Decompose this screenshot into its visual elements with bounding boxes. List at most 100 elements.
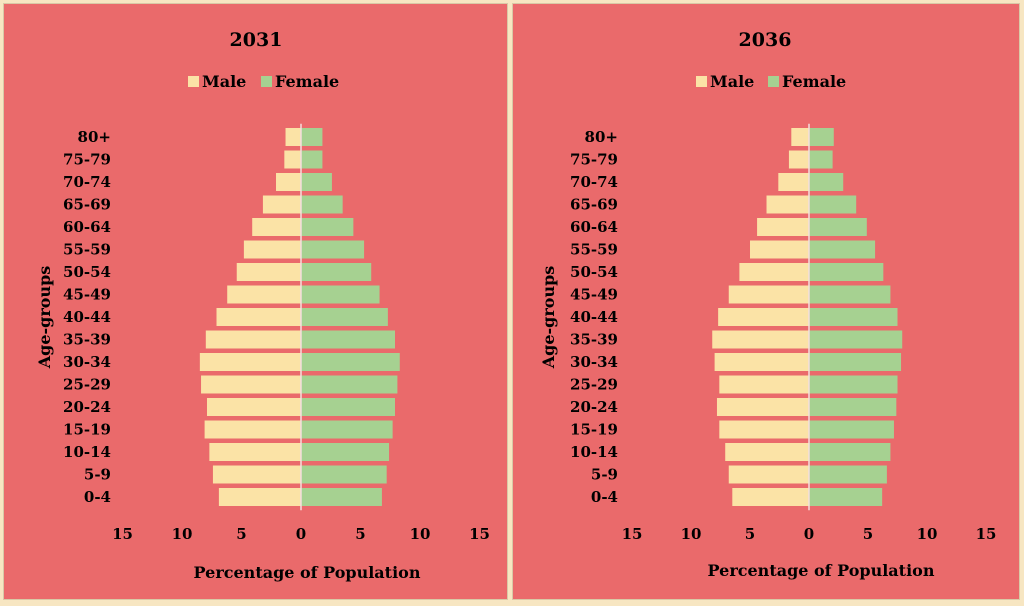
bar-female-0-4 bbox=[301, 488, 382, 506]
category-label: 50-54 bbox=[570, 263, 618, 281]
bar-male-25-29 bbox=[719, 375, 809, 394]
bar-female-10-14 bbox=[301, 443, 390, 461]
bar-male-60-64 bbox=[757, 218, 809, 236]
category-label: 0-4 bbox=[84, 488, 111, 506]
bar-female-50-54 bbox=[301, 263, 372, 281]
legend-swatch-male bbox=[188, 76, 199, 87]
bar-female-80+ bbox=[301, 128, 323, 146]
bar-male-65-69 bbox=[766, 195, 809, 214]
bar-female-15-19 bbox=[301, 420, 393, 439]
category-label: 55-59 bbox=[63, 241, 111, 259]
category-label: 10-14 bbox=[570, 443, 618, 461]
category-label: 55-59 bbox=[570, 241, 618, 259]
x-tick-label: 0 bbox=[804, 525, 814, 543]
bar-female-60-64 bbox=[301, 218, 354, 236]
bar-male-15-19 bbox=[204, 420, 301, 439]
category-label: 20-24 bbox=[63, 398, 111, 416]
category-label: 35-39 bbox=[570, 331, 618, 349]
bar-female-55-59 bbox=[809, 240, 876, 259]
x-tick-label: 5 bbox=[236, 525, 246, 543]
category-label: 5-9 bbox=[84, 466, 111, 484]
bar-female-0-4 bbox=[809, 488, 883, 506]
category-label: 20-24 bbox=[570, 398, 618, 416]
category-label: 35-39 bbox=[63, 331, 111, 349]
category-label: 45-49 bbox=[63, 286, 111, 304]
chart-title: 2036 bbox=[739, 29, 792, 51]
bar-male-20-24 bbox=[206, 398, 301, 416]
bar-male-35-39 bbox=[205, 330, 301, 349]
x-tick-label: 0 bbox=[296, 525, 306, 543]
category-label: 25-29 bbox=[63, 376, 111, 394]
bar-male-70-74 bbox=[778, 173, 809, 191]
x-tick-label: 15 bbox=[976, 525, 997, 543]
bar-male-20-24 bbox=[716, 398, 809, 416]
category-label: 70-74 bbox=[63, 173, 111, 191]
bar-female-5-9 bbox=[301, 465, 387, 484]
bar-male-5-9 bbox=[212, 465, 301, 484]
bar-female-60-64 bbox=[809, 218, 867, 236]
bar-male-45-49 bbox=[728, 285, 809, 304]
bar-male-15-19 bbox=[719, 420, 809, 439]
bar-male-0-4 bbox=[218, 488, 301, 506]
category-label: 0-4 bbox=[591, 488, 618, 506]
bar-female-75-79 bbox=[809, 150, 833, 169]
bar-female-35-39 bbox=[301, 330, 396, 349]
bar-female-20-24 bbox=[301, 398, 396, 416]
bar-male-75-79 bbox=[284, 150, 301, 169]
x-tick-label: 15 bbox=[469, 525, 490, 543]
bar-male-30-34 bbox=[714, 353, 809, 371]
chart-panel-2031: 2031 Male Female 80+ 75-79 70-74 65-69 60-64 55-… bbox=[3, 3, 508, 600]
bar-male-50-54 bbox=[739, 263, 809, 281]
x-tick-label: 5 bbox=[745, 525, 755, 543]
bar-female-25-29 bbox=[301, 375, 398, 394]
category-label: 25-29 bbox=[570, 376, 618, 394]
category-label: 80+ bbox=[585, 128, 618, 146]
category-label: 45-49 bbox=[570, 286, 618, 304]
category-label: 30-34 bbox=[570, 353, 618, 371]
bar-male-65-69 bbox=[262, 195, 301, 214]
x-tick-label: 10 bbox=[917, 525, 938, 543]
category-label: 80+ bbox=[78, 128, 111, 146]
bar-female-20-24 bbox=[809, 398, 897, 416]
bar-male-40-44 bbox=[718, 308, 809, 326]
bar-female-10-14 bbox=[809, 443, 891, 461]
category-label: 60-64 bbox=[570, 218, 618, 236]
bar-female-5-9 bbox=[809, 465, 887, 484]
bar-female-65-69 bbox=[301, 195, 343, 214]
bar-male-75-79 bbox=[788, 150, 809, 169]
bar-male-30-34 bbox=[199, 353, 301, 371]
x-tick-label: 15 bbox=[622, 525, 643, 543]
x-tick-label: 5 bbox=[863, 525, 873, 543]
category-label: 75-79 bbox=[63, 151, 111, 169]
bar-female-40-44 bbox=[809, 308, 898, 326]
bar-female-30-34 bbox=[301, 353, 400, 371]
x-axis-label: Percentage of Population bbox=[194, 563, 421, 582]
category-label: 40-44 bbox=[570, 308, 618, 326]
bar-male-80+ bbox=[791, 128, 809, 146]
x-tick-label: 10 bbox=[681, 525, 702, 543]
category-label: 15-19 bbox=[570, 421, 618, 439]
bar-male-25-29 bbox=[201, 375, 301, 394]
legend-swatch-female bbox=[768, 76, 779, 87]
bar-female-55-59 bbox=[301, 240, 365, 259]
category-label: 30-34 bbox=[63, 353, 111, 371]
category-label: 10-14 bbox=[63, 443, 111, 461]
bar-male-55-59 bbox=[750, 240, 809, 259]
category-label: 65-69 bbox=[570, 196, 618, 214]
bar-female-45-49 bbox=[809, 285, 891, 304]
x-tick-label: 15 bbox=[112, 525, 133, 543]
bar-male-50-54 bbox=[236, 263, 301, 281]
bar-female-65-69 bbox=[809, 195, 857, 214]
chart-title: 2031 bbox=[230, 29, 283, 51]
bar-female-15-19 bbox=[809, 420, 894, 439]
x-axis-label: Percentage of Population bbox=[708, 561, 935, 580]
legend-swatch-female bbox=[261, 76, 272, 87]
x-tick-label: 5 bbox=[355, 525, 365, 543]
bar-male-10-14 bbox=[725, 443, 809, 461]
x-tick-label: 10 bbox=[410, 525, 431, 543]
bar-female-35-39 bbox=[809, 330, 903, 349]
bar-male-45-49 bbox=[227, 285, 301, 304]
y-axis-label: Age-groups bbox=[35, 266, 54, 370]
bar-male-35-39 bbox=[712, 330, 809, 349]
